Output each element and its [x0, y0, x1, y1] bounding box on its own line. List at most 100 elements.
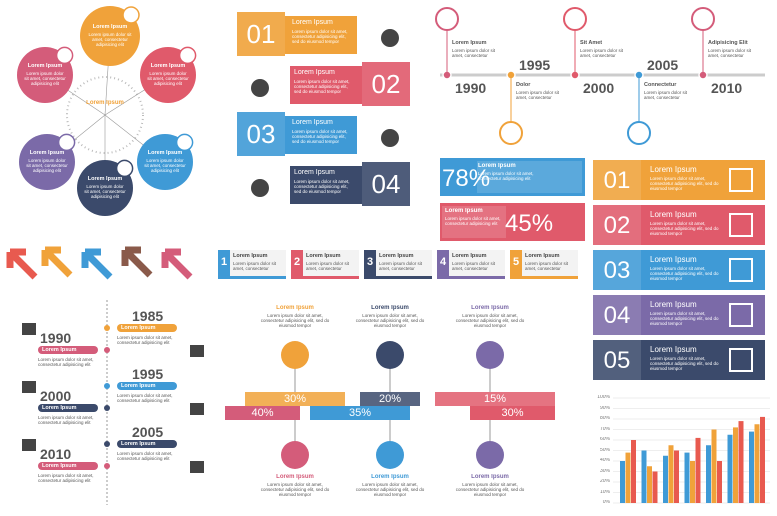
bar: [652, 471, 658, 503]
card-title: Lorem Ipsum: [478, 163, 516, 169]
process-ribbon: [245, 392, 345, 406]
vtimeline-title: Lorem Ipsum: [121, 383, 156, 389]
process-text: Lorem ipsum dolor sit amet, consectetur …: [455, 482, 525, 498]
process-percent: 40%: [251, 407, 274, 419]
list-number: 02: [603, 212, 631, 239]
timeline-icon: [691, 7, 715, 31]
vtimeline-year: 1990: [40, 330, 72, 346]
list-text: Lorem ipsum dolor sit amet, consectetur …: [650, 311, 719, 327]
step-text: Lorem ipsum dolor sit amet, consectetur: [306, 261, 350, 272]
step-title: Lorem Ipsum: [379, 253, 414, 259]
card: [440, 158, 585, 196]
banner-band: [285, 16, 357, 54]
process-ribbon: [470, 406, 555, 420]
circle-text: Lorem ipsum dolor sit amet, consectetur …: [24, 71, 66, 87]
process-percent: 30%: [283, 393, 307, 405]
card-text: Lorem ipsum dolor sit amet, consectetur …: [445, 216, 501, 227]
bar: [684, 452, 690, 503]
list-icon: [729, 303, 753, 327]
process-icon: [376, 341, 404, 369]
process-text: Lorem ipsum dolor sit amet, consectetur …: [260, 313, 330, 329]
list-title: Lorem Ipsum: [650, 255, 697, 264]
banner-text: Lorem ipsum dolor sit amet, consectetur …: [294, 179, 350, 195]
process-title: Lorem Ipsum: [276, 474, 314, 480]
list-icon: [729, 258, 753, 282]
circle-text: Lorem ipsum dolor sit amet, consectetur …: [84, 184, 126, 200]
list-text: Lorem ipsum dolor sit amet, consectetur …: [650, 356, 719, 372]
timeline-text: Lorem ipsum dolor sit amet, consectetur: [580, 48, 624, 59]
process-title: Lorem Ipsum: [276, 305, 314, 311]
bar: [641, 450, 647, 503]
card-text: Lorem ipsum dolor sit amet, consectetur …: [478, 171, 534, 182]
timeline-label: Lorem Ipsum: [452, 40, 487, 46]
process-percent: 15%: [483, 393, 507, 405]
vtimeline-title: Lorem Ipsum: [42, 405, 77, 411]
step-title: Lorem Ipsum: [525, 253, 560, 259]
timeline-year: 1995: [519, 57, 551, 73]
vtimeline-title: Lorem Ipsum: [121, 441, 156, 447]
bar: [749, 431, 754, 503]
list-text: Lorem ipsum dolor sit amet, consectetur …: [650, 266, 719, 282]
bar: [733, 427, 738, 503]
step-underline: [291, 276, 359, 279]
list-row: [593, 205, 765, 245]
circle-title: Lorem Ipsum: [147, 150, 183, 156]
arrow-icon: [6, 248, 38, 280]
banner-title: Lorem Ipsum: [292, 19, 333, 26]
banner-icon: [251, 179, 269, 197]
card: [440, 203, 585, 241]
timeline-year: 2010: [711, 80, 743, 96]
circle-title: Lorem Ipsum: [87, 176, 123, 182]
y-tick-label: 70%: [599, 426, 610, 432]
icon-badge: [55, 46, 74, 65]
step-number: 2: [293, 256, 301, 268]
step-text: Lorem ipsum dolor sit amet, consectetur: [452, 261, 496, 272]
circle-title: Lorem Ipsum: [27, 63, 63, 69]
card-percent: 78%: [442, 165, 491, 192]
y-tick-label: 50%: [599, 447, 610, 453]
process-icon: [476, 341, 504, 369]
vtimeline-icon: [22, 381, 36, 393]
step-number: 5: [512, 256, 520, 268]
step-underline: [437, 276, 505, 279]
step-number-box: [510, 250, 522, 276]
banner-title: Lorem Ipsum: [294, 169, 335, 176]
timeline-icon: [627, 121, 651, 145]
banner-text: Lorem ipsum dolor sit amet, consectetur …: [294, 79, 350, 95]
list-number-box: [593, 250, 641, 290]
process-percent: 35%: [348, 407, 372, 419]
bar: [663, 455, 668, 503]
banner-number: 03: [246, 120, 276, 149]
banner-band: [290, 66, 362, 104]
list-number-box: [593, 160, 641, 200]
vtimeline-icon: [190, 345, 204, 357]
process-percent: 20%: [378, 393, 402, 405]
timeline-label: Sit Amet: [580, 40, 603, 46]
timeline-text: Lorem ipsum dolor sit amet, consectetur: [708, 48, 752, 59]
dotted-ring: [66, 76, 144, 154]
bar: [690, 461, 695, 503]
bar: [706, 445, 711, 503]
vtimeline-text: Lorem ipsum dolor sit amet, consectetur …: [117, 393, 173, 404]
step-text: Lorem ipsum dolor sit amet, consectetur: [379, 261, 423, 272]
vtimeline-title: Lorem Ipsum: [42, 347, 77, 353]
bar: [717, 461, 722, 503]
list-icon: [729, 348, 753, 372]
y-tick-label: 90%: [599, 405, 610, 411]
list-icon: [729, 213, 753, 237]
vtimeline-year: 2010: [40, 446, 72, 462]
banner-title: Lorem Ipsum: [294, 69, 335, 76]
vtimeline-dot: [104, 325, 110, 331]
icon-badge: [57, 133, 76, 152]
icon-badge: [178, 46, 197, 65]
circle-text: Lorem ipsum dolor sit amet, consectetur …: [26, 158, 68, 174]
vtimeline-bar: [38, 346, 98, 354]
number-box: [362, 62, 410, 106]
bar: [738, 421, 744, 503]
list-text: Lorem ipsum dolor sit amet, consectetur …: [650, 176, 719, 192]
arrow-icon: [121, 246, 153, 278]
timeline-label: Dolor: [516, 82, 531, 88]
vtimeline-title: Lorem Ipsum: [42, 463, 77, 469]
step-number: 4: [439, 256, 447, 268]
